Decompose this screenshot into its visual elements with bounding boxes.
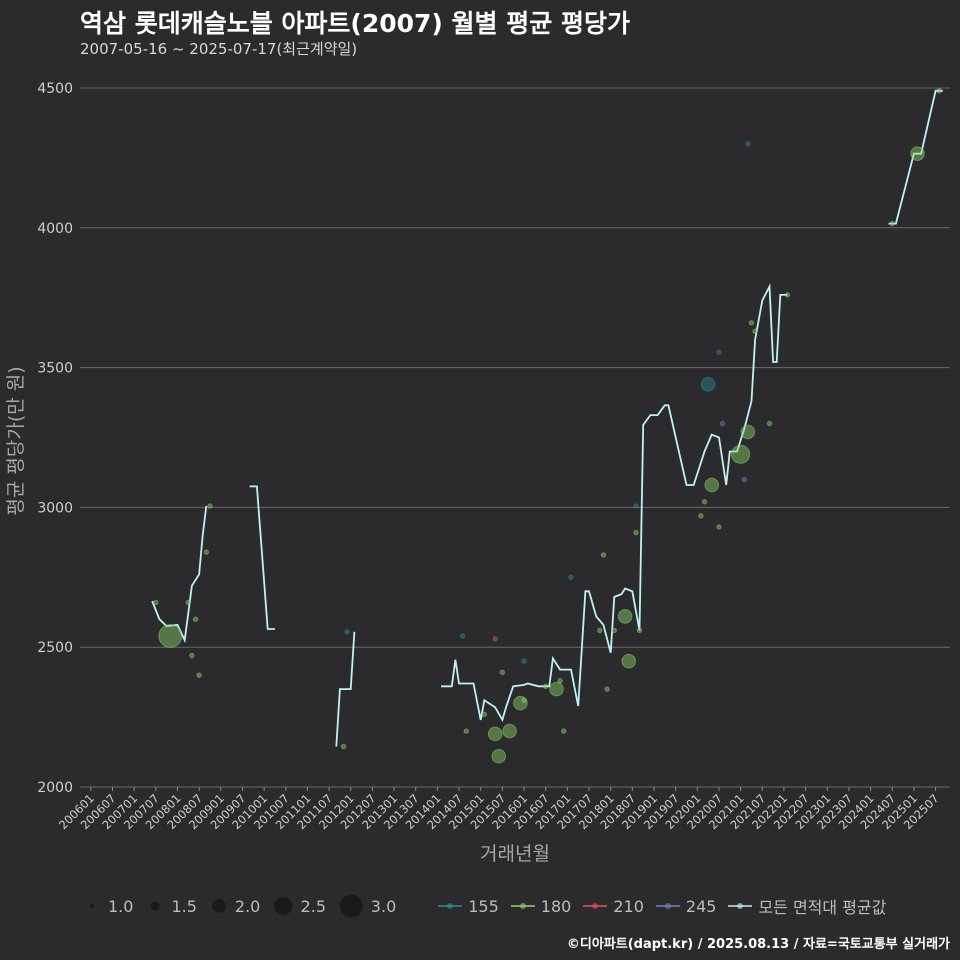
point-155 [521, 658, 527, 664]
point-180 [766, 420, 773, 427]
y-tick-label: 2500 [37, 640, 73, 656]
point-180 [158, 624, 183, 648]
size-legend-label: 2.0 [234, 896, 261, 916]
gridlines [80, 87, 950, 788]
point-180 [463, 728, 469, 734]
point-180 [196, 672, 202, 678]
point-180 [153, 599, 159, 606]
point-180 [549, 681, 564, 697]
point-180 [910, 146, 925, 161]
point-180 [203, 549, 210, 555]
y-tick-label: 4500 [37, 81, 73, 97]
chart-title: 역삼 롯데캐슬노블 아파트(2007) 월별 평균 평당가 [80, 9, 630, 38]
size-legend-item: 2.5 [272, 893, 326, 919]
size-legend-item: 2.0 [209, 893, 260, 919]
point-180 [487, 726, 503, 742]
y-tick-label: 3000 [37, 500, 73, 516]
average-line-segment [441, 283, 788, 723]
point-245 [741, 476, 747, 483]
point-180 [748, 320, 755, 326]
y-axis-title: 평균 평당가(만 원) [5, 366, 27, 515]
size-legend-item: 3.0 [338, 893, 396, 919]
point-180 [936, 88, 942, 94]
points-layer [153, 88, 942, 764]
point-155 [459, 633, 466, 639]
x-axis-title: 거래년월 [480, 843, 550, 865]
point-180 [521, 697, 527, 704]
point-180 [731, 444, 751, 464]
y-tick-label: 3500 [37, 361, 73, 377]
point-155 [633, 503, 639, 509]
size-legend-label: 1.5 [171, 896, 197, 916]
point-180 [611, 627, 617, 634]
point-180 [752, 328, 758, 334]
point-180 [340, 743, 347, 750]
y-tick-label: 2000 [37, 780, 73, 796]
point-245 [719, 420, 726, 427]
point-180 [617, 609, 633, 624]
point-180 [481, 711, 488, 717]
point-180 [633, 529, 639, 536]
size-legend-label: 3.0 [370, 896, 397, 916]
point-180 [207, 503, 213, 509]
point-180 [502, 723, 517, 739]
point-180 [600, 552, 607, 558]
chart-plot: 2000 2500 3000 3500 4000 4500 200601200607200… [5, 81, 950, 865]
average-line-segment [151, 505, 208, 644]
average-line-segment [249, 485, 275, 630]
legend: 1.0 1.5 2.0 2.5 3.0 155 180 210 245 모든 면적대 평균값 [82, 893, 898, 919]
point-180 [889, 220, 895, 227]
color-legend-item: 210 [583, 893, 644, 919]
y-tick-label: 4000 [37, 221, 73, 237]
point-180 [561, 728, 567, 734]
color-legend-label: 180 [540, 896, 572, 916]
point-155 [700, 377, 716, 392]
color-legend-item: 180 [510, 893, 572, 919]
average-line-layer [151, 89, 943, 747]
point-180 [513, 695, 528, 711]
caption: ©디아파트(dapt.kr) / 2025.08.13 / 자료=국토교통부 실… [566, 937, 950, 952]
size-legend-item: 1.5 [145, 893, 197, 919]
point-180 [698, 513, 704, 519]
color-legend-item: 모든 면적대 평균값 [728, 893, 886, 919]
point-180 [542, 683, 549, 690]
color-legend-item: 155 [438, 893, 499, 919]
point-180 [701, 499, 708, 505]
size-legend-item: 1.0 [82, 893, 133, 919]
x-axis-ticks: 2006012006072007012007072008012008072009… [56, 787, 942, 832]
size-legend: 1.0 1.5 2.0 2.5 3.0 [82, 893, 408, 919]
point-180 [716, 524, 722, 530]
point-180 [597, 627, 603, 634]
point-180 [499, 669, 506, 676]
y-axis-ticks: 2000 2500 3000 3500 4000 4500 [37, 81, 73, 796]
color-legend-item: 245 [655, 893, 717, 919]
point-180 [636, 627, 643, 634]
color-legend-label: 모든 면적대 평균값 [758, 898, 887, 917]
point-155 [716, 349, 722, 355]
point-180 [185, 599, 191, 606]
point-180 [740, 424, 756, 440]
color-legend-label: 155 [468, 896, 499, 916]
color-legend-label: 210 [613, 896, 644, 916]
size-legend-label: 2.5 [300, 896, 326, 916]
chart-subtitle: 2007-05-16 ~ 2025-07-17(최근계약일) [80, 40, 358, 58]
point-180 [621, 653, 637, 669]
point-155 [568, 574, 574, 580]
color-legend-label: 245 [685, 896, 717, 916]
size-legend-label: 1.0 [108, 896, 134, 916]
point-180 [704, 477, 720, 493]
point-210 [492, 636, 498, 642]
point-155 [344, 629, 350, 635]
point-180 [491, 748, 507, 764]
point-180 [192, 616, 199, 622]
point-180 [604, 686, 610, 692]
point-180 [557, 678, 563, 684]
point-155 [745, 141, 751, 147]
point-180 [784, 292, 791, 298]
average-line-segment [335, 631, 356, 747]
color-legend: 155 180 210 245 모든 면적대 평균값 [438, 893, 898, 919]
point-180 [189, 652, 195, 659]
